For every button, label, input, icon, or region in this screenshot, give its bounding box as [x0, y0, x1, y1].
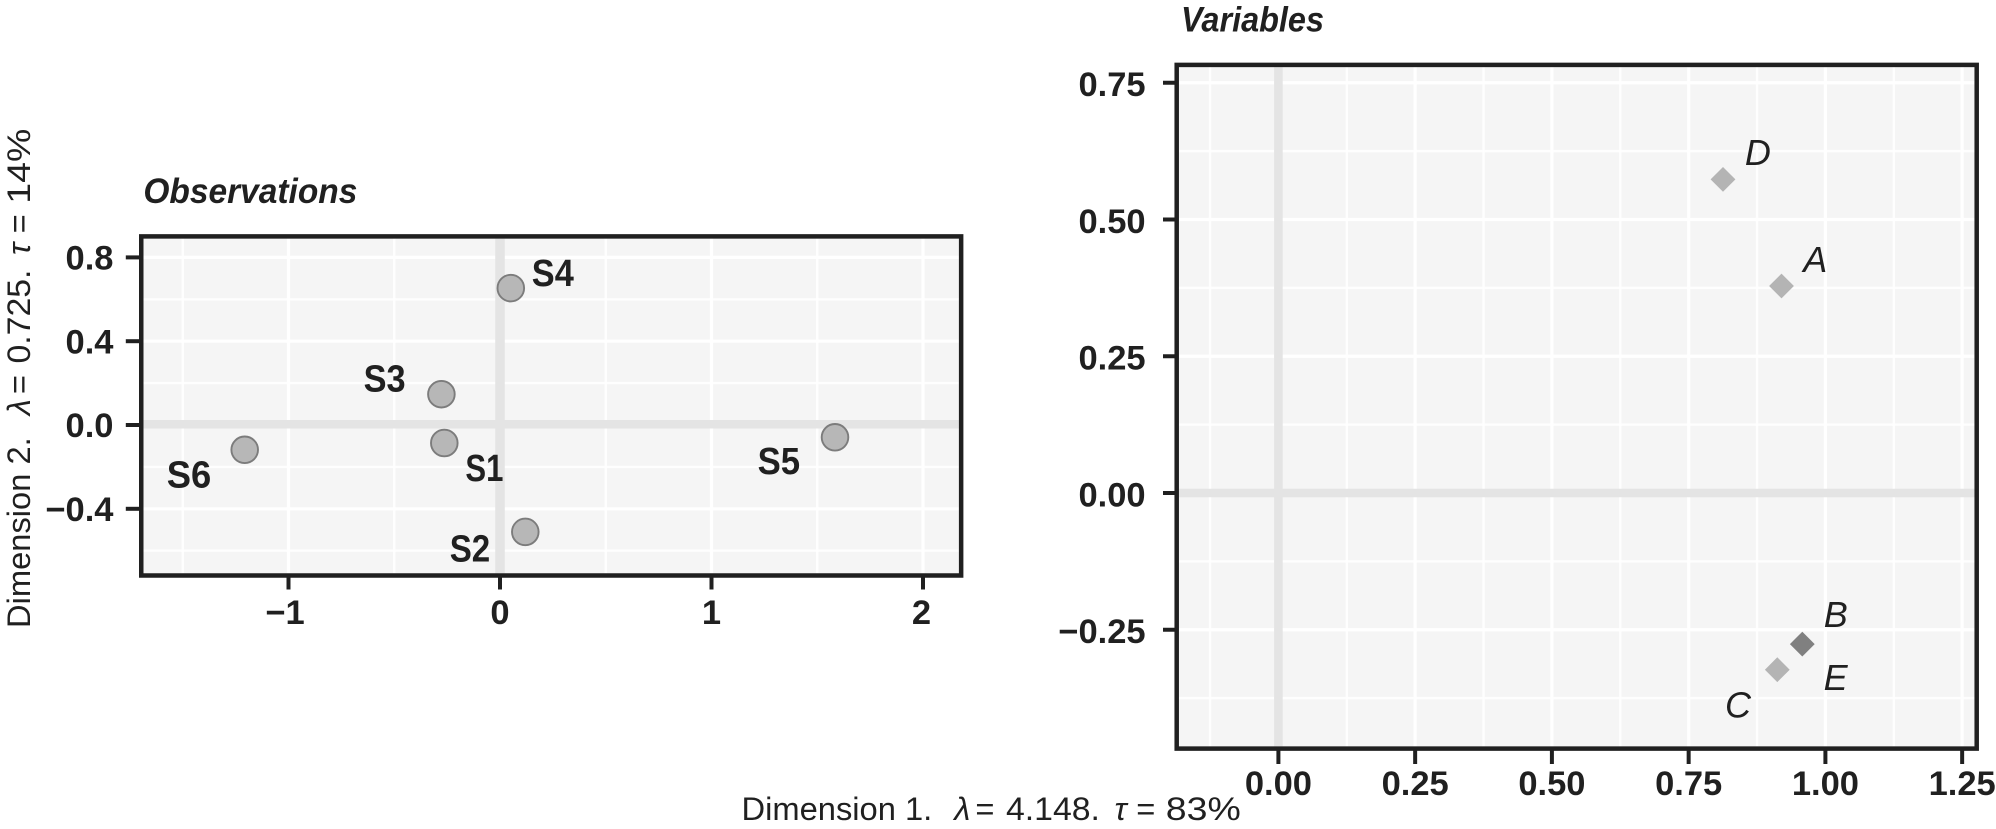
svg-text:S2: S2 — [450, 528, 491, 570]
svg-text:1.00: 1.00 — [1792, 765, 1859, 803]
svg-text:Variables: Variables — [1181, 0, 1324, 39]
svg-text:0.75: 0.75 — [1078, 66, 1145, 104]
svg-text:0.25: 0.25 — [1382, 765, 1449, 803]
svg-text:Observations: Observations — [143, 172, 357, 211]
svg-text:0.8: 0.8 — [66, 240, 114, 278]
svg-text:0: 0 — [490, 594, 509, 632]
svg-text:S1: S1 — [465, 448, 503, 490]
svg-text:−0.25: −0.25 — [1058, 613, 1145, 651]
svg-text:0.0: 0.0 — [66, 407, 114, 445]
svg-text:S3: S3 — [364, 358, 406, 400]
svg-text:S5: S5 — [758, 441, 801, 483]
svg-text:0.75: 0.75 — [1655, 765, 1722, 803]
svg-text:E: E — [1824, 657, 1849, 698]
svg-text:D: D — [1745, 132, 1771, 173]
svg-text:2: 2 — [912, 594, 931, 632]
svg-text:S6: S6 — [167, 454, 212, 496]
svg-text:1.25: 1.25 — [1929, 765, 1996, 803]
svg-text:0.4: 0.4 — [66, 323, 114, 361]
svg-text:0.00: 0.00 — [1078, 476, 1145, 514]
svg-text:Dimension 2.λ=0.725.τ=14%: Dimension 2.λ=0.725.τ=14% — [0, 129, 37, 628]
svg-text:Dimension 1.λ=4.148.τ=83%: Dimension 1. λ = 4.148. τ = 83% — [742, 790, 1241, 824]
svg-text:0.25: 0.25 — [1078, 340, 1145, 378]
svg-text:−0.4: −0.4 — [45, 491, 113, 529]
svg-text:0.50: 0.50 — [1518, 765, 1585, 803]
svg-text:0.00: 0.00 — [1245, 765, 1312, 803]
svg-text:B: B — [1824, 594, 1848, 635]
svg-text:−1: −1 — [265, 594, 304, 632]
svg-text:C: C — [1725, 684, 1752, 725]
svg-text:A: A — [1801, 239, 1827, 280]
svg-text:1: 1 — [702, 594, 721, 632]
svg-text:0.50: 0.50 — [1078, 203, 1145, 241]
svg-text:S4: S4 — [532, 253, 574, 295]
